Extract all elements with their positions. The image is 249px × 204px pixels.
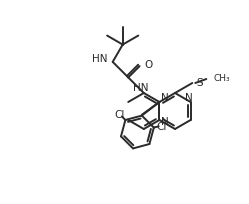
Text: Cl: Cl <box>115 110 125 120</box>
Text: CH₃: CH₃ <box>213 74 230 83</box>
Text: S: S <box>196 78 203 88</box>
Text: N: N <box>161 116 168 126</box>
Text: N: N <box>185 93 192 102</box>
Text: HN: HN <box>92 54 108 64</box>
Text: HN: HN <box>133 83 149 93</box>
Text: N: N <box>161 93 168 102</box>
Text: Cl: Cl <box>156 121 167 131</box>
Text: O: O <box>145 60 153 70</box>
